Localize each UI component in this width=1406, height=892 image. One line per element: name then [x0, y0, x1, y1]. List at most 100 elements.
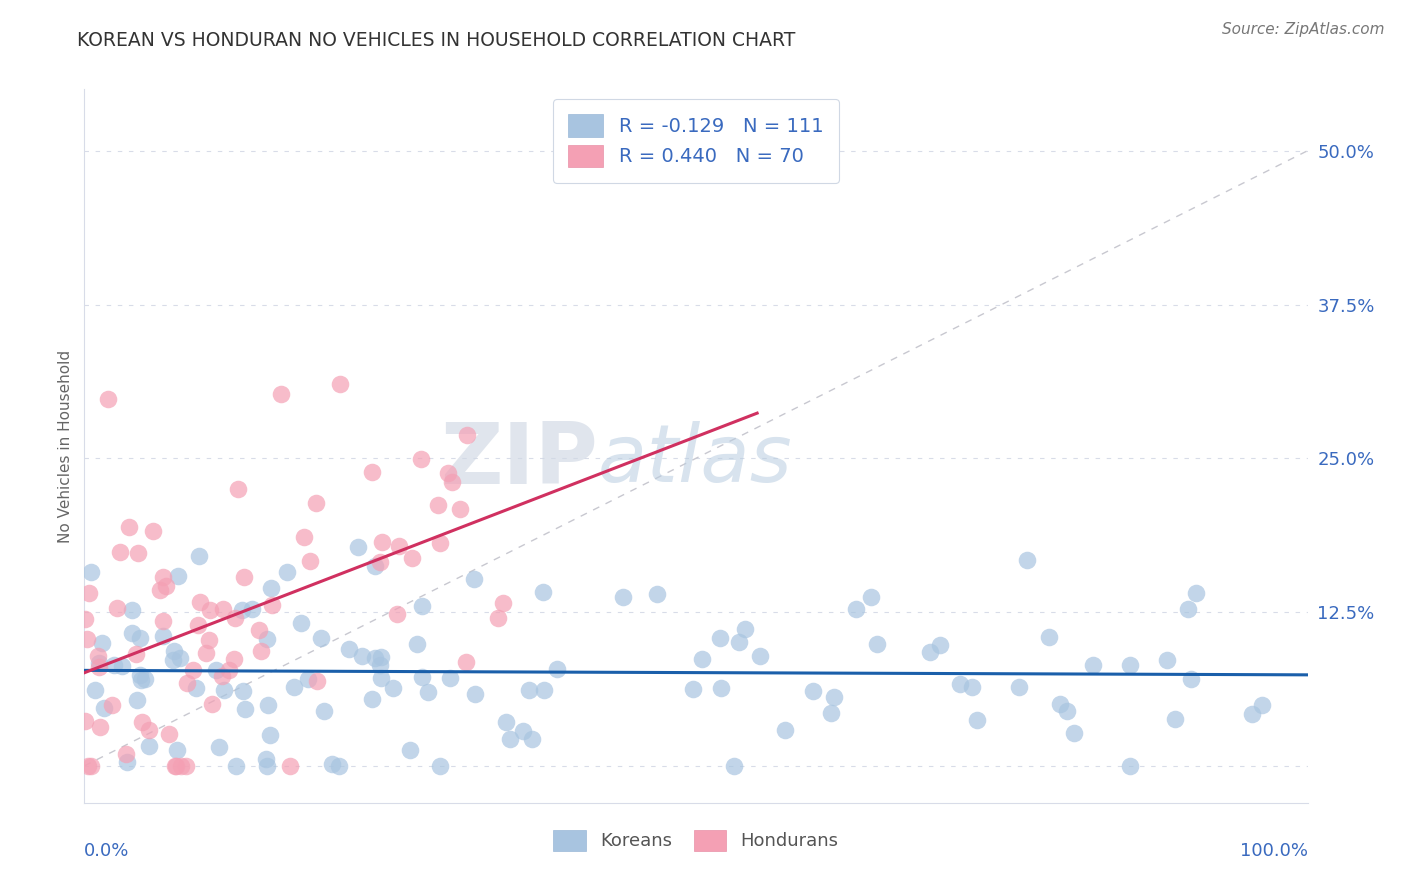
- Point: [152, 629, 174, 643]
- Point: [280, 759, 302, 773]
- Point: [1156, 653, 1178, 667]
- Point: [162, 653, 184, 667]
- Point: [1184, 586, 1206, 600]
- Text: atlas: atlas: [598, 421, 793, 500]
- Point: [89, 720, 111, 734]
- Point: [149, 583, 172, 598]
- Point: [960, 680, 983, 694]
- Point: [734, 622, 756, 636]
- Point: [456, 428, 478, 442]
- Point: [519, 683, 541, 698]
- Point: [773, 723, 796, 737]
- Point: [224, 610, 246, 624]
- Point: [328, 759, 350, 773]
- Point: [134, 673, 156, 687]
- Point: [1241, 706, 1264, 721]
- Y-axis label: No Vehicles in Household: No Vehicles in Household: [58, 350, 73, 542]
- Point: [463, 573, 485, 587]
- Point: [290, 615, 312, 630]
- Point: [437, 466, 460, 480]
- Point: [337, 642, 360, 657]
- Point: [115, 755, 138, 769]
- Point: [1038, 630, 1060, 644]
- Point: [314, 704, 336, 718]
- Point: [254, 752, 277, 766]
- Point: [860, 590, 883, 604]
- Point: [347, 540, 370, 554]
- Point: [115, 747, 138, 761]
- Point: [1118, 657, 1140, 672]
- Point: [546, 661, 568, 675]
- Point: [249, 644, 271, 658]
- Point: [240, 602, 263, 616]
- Point: [79, 565, 101, 579]
- Point: [491, 596, 513, 610]
- Point: [111, 658, 134, 673]
- Point: [406, 637, 429, 651]
- Point: [260, 582, 283, 596]
- Text: ZIP: ZIP: [440, 418, 598, 502]
- Point: [93, 701, 115, 715]
- Point: [352, 648, 374, 663]
- Point: [866, 637, 889, 651]
- Point: [427, 498, 450, 512]
- Point: [138, 723, 160, 737]
- Point: [233, 702, 256, 716]
- Point: [200, 603, 222, 617]
- Point: [385, 607, 408, 622]
- Point: [121, 625, 143, 640]
- Point: [169, 651, 191, 665]
- Point: [125, 647, 148, 661]
- Point: [1177, 602, 1199, 616]
- Point: [86, 649, 108, 664]
- Point: [411, 670, 433, 684]
- Point: [645, 587, 668, 601]
- Point: [231, 603, 253, 617]
- Point: [225, 759, 247, 773]
- Point: [208, 740, 231, 755]
- Point: [360, 692, 382, 706]
- Point: [1180, 672, 1202, 686]
- Point: [118, 520, 141, 534]
- Point: [176, 675, 198, 690]
- Point: [728, 635, 751, 649]
- Point: [381, 681, 404, 695]
- Point: [75, 612, 97, 626]
- Point: [368, 658, 391, 673]
- Point: [723, 759, 745, 773]
- Point: [276, 565, 298, 579]
- Point: [129, 673, 152, 688]
- Point: [174, 759, 197, 773]
- Point: [486, 611, 509, 625]
- Point: [129, 631, 152, 645]
- Point: [108, 545, 131, 559]
- Point: [1017, 553, 1039, 567]
- Point: [211, 669, 233, 683]
- Point: [141, 524, 163, 538]
- Point: [181, 663, 204, 677]
- Point: [364, 650, 387, 665]
- Point: [83, 683, 105, 698]
- Point: [297, 672, 319, 686]
- Point: [748, 648, 770, 663]
- Point: [388, 539, 411, 553]
- Point: [820, 706, 842, 720]
- Point: [138, 739, 160, 753]
- Point: [1056, 704, 1078, 718]
- Point: [1063, 725, 1085, 739]
- Point: [929, 638, 952, 652]
- Point: [127, 546, 149, 560]
- Point: [441, 475, 464, 490]
- Point: [270, 387, 292, 401]
- Point: [439, 671, 461, 685]
- Point: [129, 668, 152, 682]
- Point: [121, 603, 143, 617]
- Point: [87, 660, 110, 674]
- Point: [429, 759, 451, 773]
- Text: KOREAN VS HONDURAN NO VEHICLES IN HOUSEHOLD CORRELATION CHART: KOREAN VS HONDURAN NO VEHICLES IN HOUSEH…: [77, 31, 796, 50]
- Point: [256, 759, 278, 773]
- Point: [205, 663, 228, 677]
- Point: [823, 690, 845, 704]
- Point: [259, 728, 281, 742]
- Point: [533, 682, 555, 697]
